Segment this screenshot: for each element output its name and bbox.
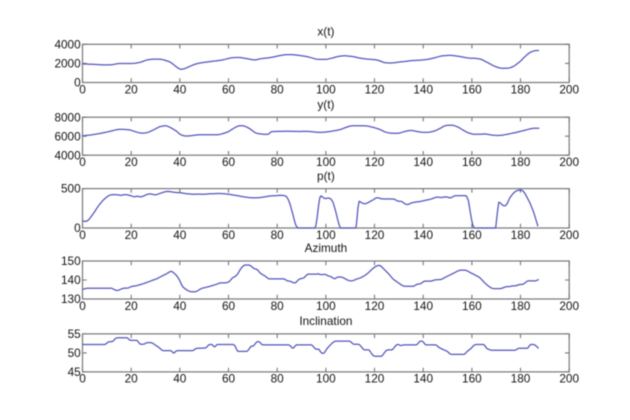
svg-text:160: 160 [462, 155, 482, 169]
svg-text:4000: 4000 [54, 37, 81, 51]
svg-text:0: 0 [79, 372, 86, 386]
svg-text:80: 80 [271, 372, 285, 386]
svg-text:60: 60 [222, 82, 236, 96]
svg-text:40: 40 [173, 372, 187, 386]
svg-text:130: 130 [61, 292, 81, 306]
svg-text:180: 180 [511, 228, 531, 242]
svg-text:120: 120 [365, 228, 385, 242]
svg-text:20: 20 [125, 299, 139, 313]
svg-text:120: 120 [365, 82, 385, 96]
svg-text:120: 120 [365, 299, 385, 313]
svg-text:100: 100 [316, 228, 336, 242]
svg-text:100: 100 [316, 155, 336, 169]
svg-text:0: 0 [74, 221, 81, 235]
svg-text:4000: 4000 [54, 148, 81, 162]
svg-text:140: 140 [413, 82, 433, 96]
svg-text:20: 20 [125, 155, 139, 169]
svg-text:0: 0 [79, 299, 86, 313]
svg-text:180: 180 [511, 155, 531, 169]
svg-text:60: 60 [222, 299, 236, 313]
svg-text:500: 500 [61, 182, 81, 196]
svg-text:160: 160 [462, 82, 482, 96]
svg-text:0: 0 [79, 155, 86, 169]
svg-text:100: 100 [316, 299, 336, 313]
svg-text:0: 0 [79, 228, 86, 242]
svg-text:0: 0 [74, 76, 81, 90]
svg-text:180: 180 [511, 372, 531, 386]
svg-text:100: 100 [316, 82, 336, 96]
svg-text:p(t): p(t) [317, 169, 335, 183]
svg-text:50: 50 [68, 346, 82, 360]
svg-text:45: 45 [68, 365, 82, 379]
svg-text:x(t): x(t) [317, 25, 334, 39]
svg-text:Azimuth: Azimuth [305, 241, 348, 255]
svg-text:40: 40 [173, 82, 187, 96]
svg-text:120: 120 [365, 372, 385, 386]
svg-text:160: 160 [462, 299, 482, 313]
svg-text:20: 20 [125, 372, 139, 386]
svg-text:20: 20 [125, 82, 139, 96]
svg-text:140: 140 [413, 372, 433, 386]
svg-text:200: 200 [559, 228, 579, 242]
svg-text:40: 40 [173, 299, 187, 313]
svg-text:140: 140 [413, 155, 433, 169]
svg-text:55: 55 [68, 327, 82, 341]
svg-text:40: 40 [173, 228, 187, 242]
svg-text:80: 80 [271, 82, 285, 96]
svg-text:80: 80 [271, 228, 285, 242]
svg-text:Inclination: Inclination [299, 314, 352, 328]
svg-text:200: 200 [559, 82, 579, 96]
svg-text:60: 60 [222, 228, 236, 242]
svg-text:120: 120 [365, 155, 385, 169]
svg-text:y(t): y(t) [317, 97, 334, 111]
svg-text:80: 80 [271, 155, 285, 169]
svg-text:150: 150 [61, 254, 81, 268]
svg-text:180: 180 [511, 82, 531, 96]
svg-text:100: 100 [316, 372, 336, 386]
svg-text:60: 60 [222, 372, 236, 386]
svg-text:200: 200 [559, 299, 579, 313]
svg-text:200: 200 [559, 372, 579, 386]
svg-text:60: 60 [222, 155, 236, 169]
svg-text:40: 40 [173, 155, 187, 169]
svg-text:20: 20 [125, 228, 139, 242]
svg-text:180: 180 [511, 299, 531, 313]
svg-text:0: 0 [79, 82, 86, 96]
svg-text:80: 80 [271, 299, 285, 313]
svg-text:160: 160 [462, 228, 482, 242]
svg-text:160: 160 [462, 372, 482, 386]
svg-text:200: 200 [559, 155, 579, 169]
svg-text:6000: 6000 [54, 129, 81, 143]
svg-text:2000: 2000 [54, 57, 81, 71]
svg-text:140: 140 [413, 299, 433, 313]
svg-text:8000: 8000 [54, 110, 81, 124]
svg-text:140: 140 [413, 228, 433, 242]
svg-text:140: 140 [61, 273, 81, 287]
